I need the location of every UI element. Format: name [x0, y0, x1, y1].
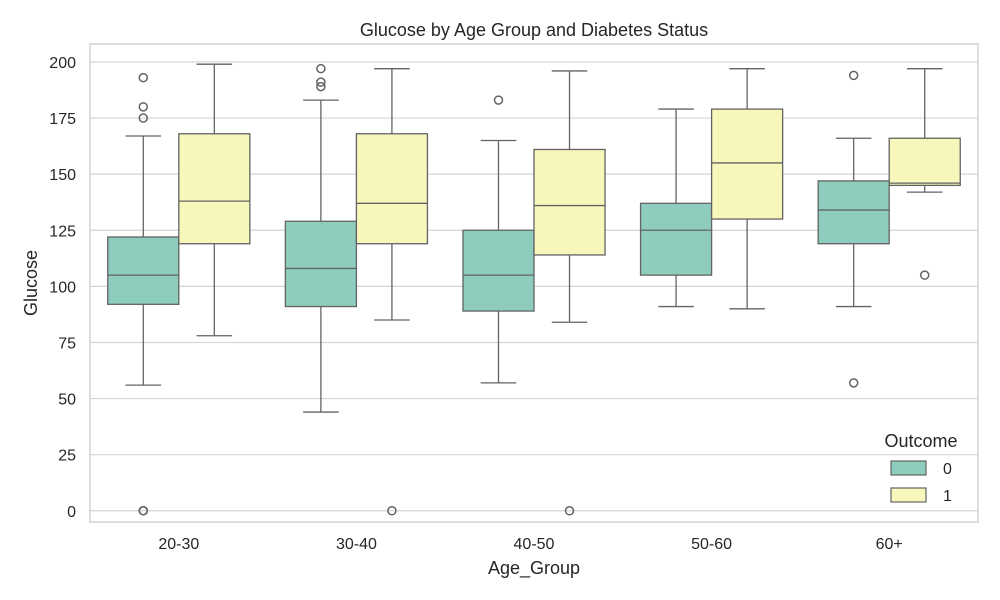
- outlier-point: [387, 506, 397, 516]
- y-tick-label: 25: [58, 448, 76, 465]
- box-body: [462, 229, 535, 312]
- plot-frame: [89, 43, 979, 523]
- box-body: [888, 137, 961, 187]
- box-body: [639, 202, 713, 276]
- box-body: [817, 180, 890, 245]
- box-body: [107, 236, 180, 305]
- x-tick-label: 60+: [876, 536, 903, 553]
- y-tick-label: 0: [67, 504, 76, 521]
- plot-frame-rect: [89, 43, 979, 523]
- box-body: [355, 133, 429, 245]
- x-axis-label: Age_Group: [488, 558, 580, 579]
- y-tick-label: 200: [49, 55, 76, 72]
- x-tick-label: 40-50: [514, 536, 555, 553]
- outlier-point: [564, 506, 575, 516]
- outlier-point: [316, 81, 326, 92]
- y-tick-label: 175: [49, 111, 76, 128]
- outlier-point: [848, 70, 859, 81]
- legend-swatch-0: [890, 460, 927, 476]
- box-0-50-60: [639, 108, 713, 308]
- box-0-40-50: [462, 95, 535, 384]
- box-body: [533, 148, 606, 256]
- x-tick-label: 20-30: [158, 536, 199, 553]
- y-tick-label: 50: [58, 392, 76, 409]
- boxes: [107, 63, 961, 516]
- box-1-50-60: [710, 68, 784, 310]
- legend-swatch-1: [890, 487, 927, 503]
- box-0-20-30: [107, 72, 180, 516]
- legend-label-1: 1: [943, 488, 952, 505]
- legend-label-0: 0: [943, 461, 952, 478]
- outlier-point: [138, 102, 149, 112]
- outlier-point: [138, 506, 149, 516]
- box-body: [710, 108, 784, 220]
- legend: Outcome 0 1: [884, 431, 957, 505]
- box-1-30-40: [355, 68, 429, 516]
- box-body: [284, 220, 358, 308]
- outlier-point: [316, 63, 326, 74]
- tick-labels: 0 25 50 75 100 125 150 175 200 20-30 30-40 40-50 50-…: [49, 55, 902, 553]
- box-1-40-50: [533, 70, 606, 516]
- y-tick-label: 100: [49, 279, 76, 296]
- outlier-point: [493, 95, 504, 105]
- outlier-point: [138, 72, 149, 83]
- box-1-20-30: [178, 63, 251, 337]
- y-tick-label: 125: [49, 223, 76, 240]
- x-tick-label: 30-40: [336, 536, 377, 553]
- outlier-point: [919, 270, 930, 280]
- box-1-60+: [888, 68, 961, 280]
- box-0-60+: [817, 70, 890, 388]
- outlier-point: [316, 77, 326, 87]
- x-tick-label: 50-60: [691, 536, 732, 553]
- y-tick-label: 150: [49, 167, 76, 184]
- y-tick-label: 75: [58, 335, 76, 352]
- box-0-30-40: [284, 63, 358, 413]
- chart-title: Glucose by Age Group and Diabetes Status: [360, 20, 708, 40]
- outlier-point: [848, 378, 859, 388]
- box-body: [178, 133, 251, 245]
- y-axis-label: Glucose: [21, 250, 41, 316]
- outlier-point: [138, 113, 149, 123]
- legend-title: Outcome: [884, 431, 957, 451]
